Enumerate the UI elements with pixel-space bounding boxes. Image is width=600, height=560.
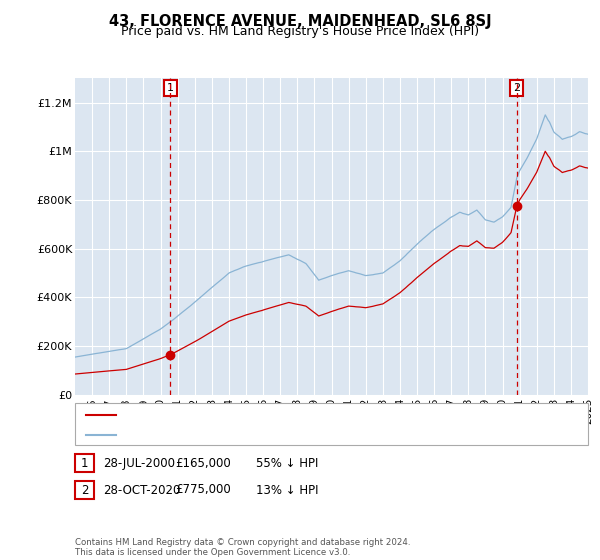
Text: 28-OCT-2020: 28-OCT-2020 [103,483,181,497]
Text: 28-JUL-2000: 28-JUL-2000 [103,456,175,470]
Text: £775,000: £775,000 [175,483,231,497]
Text: Contains HM Land Registry data © Crown copyright and database right 2024.
This d: Contains HM Land Registry data © Crown c… [75,538,410,557]
Text: 1: 1 [81,456,88,470]
Text: 1: 1 [167,83,174,93]
Text: 55% ↓ HPI: 55% ↓ HPI [256,456,319,470]
Text: 13% ↓ HPI: 13% ↓ HPI [256,483,319,497]
Text: 2: 2 [81,483,88,497]
Text: 43, FLORENCE AVENUE, MAIDENHEAD, SL6 8SJ (detached house): 43, FLORENCE AVENUE, MAIDENHEAD, SL6 8SJ… [122,410,445,420]
Text: £165,000: £165,000 [175,456,231,470]
Text: 43, FLORENCE AVENUE, MAIDENHEAD, SL6 8SJ: 43, FLORENCE AVENUE, MAIDENHEAD, SL6 8SJ [109,14,491,29]
Text: Price paid vs. HM Land Registry's House Price Index (HPI): Price paid vs. HM Land Registry's House … [121,25,479,38]
Text: HPI: Average price, detached house, Windsor and Maidenhead: HPI: Average price, detached house, Wind… [122,430,433,440]
Text: 2: 2 [513,83,520,93]
